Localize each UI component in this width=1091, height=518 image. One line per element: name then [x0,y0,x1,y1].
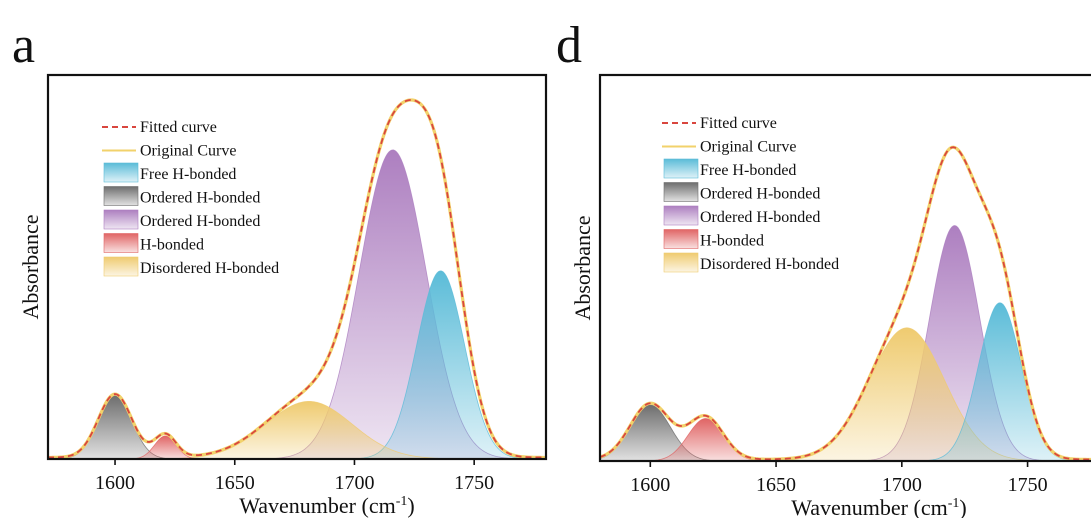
x-tick-label: 1750 [454,472,494,494]
peak-area [600,302,1091,461]
legend-swatch [663,158,699,179]
plot-frame [46,73,548,461]
x-axis-label: Wavenumber (cm-1) [791,495,966,518]
y-axis-label: Absorbance [570,215,595,320]
legend-swatch [663,252,699,273]
legend-swatch [663,205,699,226]
legend-label: Original Curve [140,143,236,160]
x-axis-label-close: ) [407,493,414,518]
legend-label: Ordered H-bonded [140,190,260,207]
legend-label: H-bonded [140,237,204,254]
legend-label: Fitted curve [140,119,217,136]
legend-swatch [103,256,139,277]
legend-swatch [103,162,139,183]
legend: Fitted curve Original Curve Free H-bonded O… [102,119,279,277]
legend-label: Disordered H-bonded [140,260,279,277]
legend-label: Disordered H-bonded [700,256,839,273]
legend-label: Fitted curve [700,115,777,132]
legend-label: Original Curve [700,139,796,156]
legend-label: Ordered H-bonded [700,186,820,203]
y-axis-label: Absorbance [18,214,43,319]
panel-label: d [556,17,582,74]
legend-label: Free H-bonded [700,162,796,179]
x-tick-label: 1650 [756,474,796,496]
panel-label: a [12,17,35,74]
peak-area [600,418,1091,461]
x-axis-label-text: Wavenumber (cm [791,495,947,518]
legend-swatch [663,182,699,202]
x-tick-label: 1700 [334,472,374,494]
legend-label: Free H-bonded [140,166,236,183]
legend-swatch [103,186,139,206]
peak-area [48,270,546,459]
x-axis-label-sup: -1 [948,496,960,511]
x-axis-label-close: ) [959,495,966,518]
x-tick-label: 1750 [1008,474,1048,496]
fitted-curve [48,99,546,459]
legend-swatch [103,233,139,253]
legend-label: Ordered H-bonded [140,213,260,230]
chart-panel-d: 1600 1650 1700 1750 Wavenumber (cm-1) Absorba… [556,17,1091,518]
fitted-curve [600,146,1091,461]
legend-label: Ordered H-bonded [700,209,820,226]
x-tick-label: 1700 [882,474,922,496]
legend-swatch [663,229,699,249]
legend-swatch [103,209,139,230]
plot-frame [598,73,1091,463]
legend: Fitted curve Original Curve Free H-bonded O… [662,115,839,273]
plot-area [48,98,546,459]
x-tick-label: 1600 [95,472,135,494]
x-tick-label: 1600 [630,474,670,496]
x-axis-label-text: Wavenumber (cm [239,493,395,518]
x-tick-label: 1650 [215,472,255,494]
x-axis-label-sup: -1 [396,494,408,509]
chart-panel-a: 1600 1650 1700 1750 Wavenumber (cm-1) Absorba… [12,17,548,518]
legend-label: H-bonded [700,233,764,250]
x-axis-label: Wavenumber (cm-1) [239,493,414,518]
